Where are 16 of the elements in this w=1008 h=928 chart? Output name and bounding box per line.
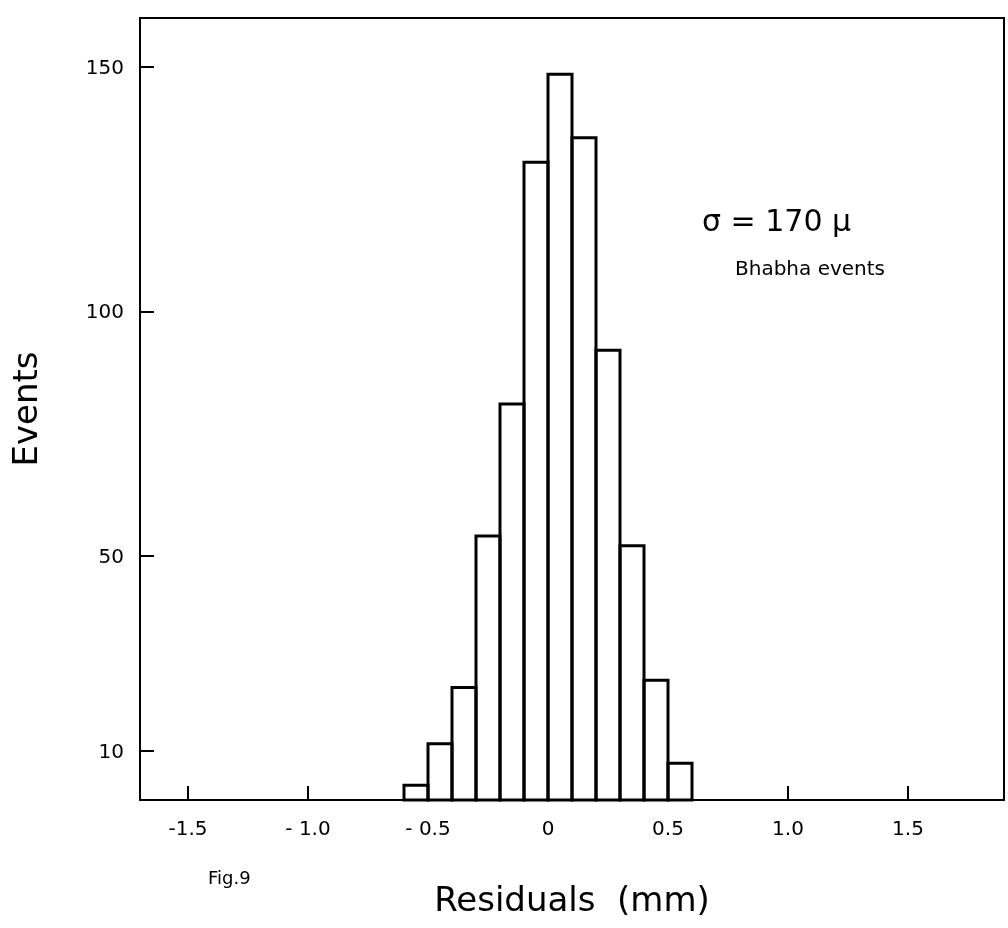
x-tick-label: - 0.5: [405, 816, 451, 840]
x-tick-label: 0: [541, 816, 555, 840]
x-tick-label: 1.0: [772, 816, 804, 840]
x-axis-title: Residuals (mm): [434, 879, 710, 919]
caption: Fig.9: [208, 866, 251, 888]
x-tick-label: 0.5: [652, 816, 684, 840]
y-axis-title: Events: [5, 351, 45, 467]
annotation: Bhabha events: [735, 256, 886, 280]
y-tick-label: 50: [98, 543, 124, 568]
y-tick-label: 10: [98, 739, 124, 764]
y-tick-label: 150: [85, 54, 124, 79]
x-tick-label: 1.5: [892, 816, 924, 840]
x-tick-label: - 1.0: [285, 816, 331, 840]
x-tick-label: -1.5: [168, 816, 208, 840]
annotation: σ = 170 μ: [702, 202, 852, 238]
y-tick-label: 100: [85, 299, 124, 324]
